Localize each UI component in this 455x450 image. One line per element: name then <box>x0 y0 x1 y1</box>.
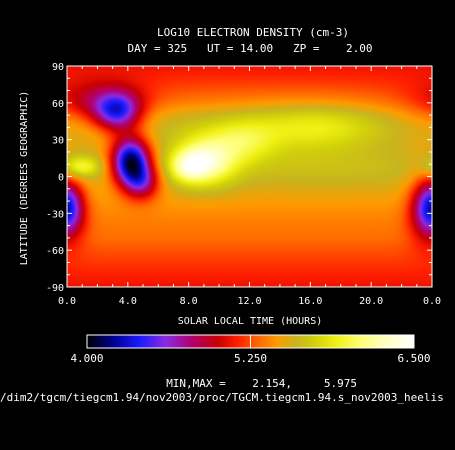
x-tick-label: 12.0 <box>237 296 261 307</box>
x-tick-label: 20.0 <box>359 296 383 307</box>
y-tick-label: -60 <box>46 246 64 257</box>
colorbar-ticks: 4.000 5.250 6.500 <box>70 335 431 365</box>
y-tick-label: -30 <box>46 209 64 220</box>
y-axis: 90 60 30 0 -30 -60 -90 <box>46 62 432 294</box>
heatmap-plot <box>67 66 432 287</box>
x-tick-label: 16.0 <box>298 296 322 307</box>
y-tick-label: -90 <box>46 283 64 294</box>
min-value: 2.154, <box>252 377 292 390</box>
minmax-label: MIN,MAX = <box>166 377 226 390</box>
x-axis: 0.0 4.0 8.0 12.0 16.0 20.0 0.0 <box>58 66 441 307</box>
plot-frame <box>66 65 433 288</box>
y-tick-label: 60 <box>52 99 64 110</box>
x-axis-label: SOLAR LOCAL TIME (HOURS) <box>178 316 323 327</box>
file-path: /dim2/tgcm/tiegcm1.94/nov2003/proc/TGCM.… <box>0 391 444 404</box>
x-tick-label: 8.0 <box>180 296 198 307</box>
chart-title: LOG10 ELECTRON DENSITY (cm-3) <box>157 26 349 39</box>
colorbar: 4.000 5.250 6.500 <box>70 334 431 365</box>
x-tick-label: 0.0 <box>58 296 76 307</box>
y-tick-label: 90 <box>52 62 64 73</box>
chart-subtitle: DAY = 325 UT = 14.00 ZP = 2.00 <box>127 42 372 55</box>
y-tick-label: 0 <box>58 173 64 184</box>
x-tick-label: 4.0 <box>119 296 137 307</box>
y-tick-label: 30 <box>52 136 64 147</box>
colorbar-tick-label: 5.250 <box>234 352 267 365</box>
colorbar-tick-label: 6.500 <box>397 352 430 365</box>
max-value: 5.975 <box>324 377 357 390</box>
colorbar-tick-label: 4.000 <box>70 352 103 365</box>
y-axis-label: LATITUDE (DEGREES GEOGRAPHIC) <box>19 91 30 266</box>
x-tick-label: 0.0 <box>423 296 441 307</box>
